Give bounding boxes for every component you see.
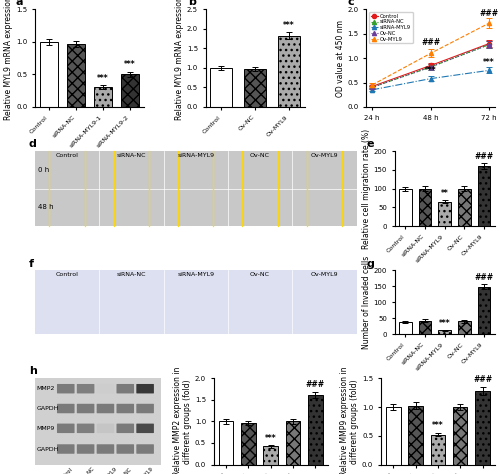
Bar	[278, 36, 300, 107]
Text: siRNA-MYL9: siRNA-MYL9	[177, 154, 214, 158]
Text: ***: ***	[265, 434, 276, 443]
Text: siRNA-NC: siRNA-NC	[116, 154, 146, 158]
Text: ***: ***	[283, 20, 295, 29]
Bar	[476, 391, 490, 465]
Text: ###: ###	[473, 375, 492, 384]
Text: **: **	[441, 189, 448, 198]
Bar	[418, 189, 432, 226]
Text: GAPDH: GAPDH	[36, 447, 59, 452]
Text: ###: ###	[421, 38, 440, 47]
Bar	[418, 321, 432, 334]
Bar	[286, 421, 300, 465]
Text: ***: ***	[425, 66, 436, 75]
Text: Ov-NC: Ov-NC	[250, 154, 270, 158]
Text: Control: Control	[56, 272, 78, 277]
Text: g: g	[366, 259, 374, 269]
Text: c: c	[347, 0, 354, 7]
Text: f: f	[28, 259, 34, 269]
FancyBboxPatch shape	[57, 404, 74, 413]
Text: d: d	[28, 139, 36, 149]
Bar	[453, 407, 468, 465]
FancyBboxPatch shape	[116, 424, 134, 433]
Text: Ov-MYL9: Ov-MYL9	[310, 154, 338, 158]
Bar	[67, 44, 84, 107]
Text: 0 h: 0 h	[38, 167, 50, 173]
Y-axis label: Relative MYL9 mRNA expression: Relative MYL9 mRNA expression	[4, 0, 14, 120]
Bar	[478, 166, 490, 226]
Text: b: b	[188, 0, 196, 7]
Text: 48 h: 48 h	[38, 204, 54, 210]
Bar	[244, 69, 266, 107]
Legend: Control, siRNA-NC, siRNA-MYL9, Ov-NC, Ov-MYL9: Control, siRNA-NC, siRNA-MYL9, Ov-NC, Ov…	[369, 12, 412, 44]
Bar	[308, 395, 322, 465]
Y-axis label: OD value at 450 nm: OD value at 450 nm	[336, 20, 344, 97]
Text: Ov-NC: Ov-NC	[250, 272, 270, 277]
Text: siRNA-MYL9: siRNA-MYL9	[177, 272, 214, 277]
Text: e: e	[366, 139, 374, 149]
FancyBboxPatch shape	[77, 444, 94, 454]
Y-axis label: Relative MYL9 mRNA expression: Relative MYL9 mRNA expression	[175, 0, 184, 120]
FancyBboxPatch shape	[77, 424, 94, 433]
Y-axis label: Relative MMP9 expression in
different groups (fold): Relative MMP9 expression in different gr…	[340, 367, 359, 474]
Y-axis label: Number of Invaded cells: Number of Invaded cells	[362, 255, 370, 349]
Text: ***: ***	[124, 60, 136, 69]
Text: ###: ###	[480, 9, 498, 18]
FancyBboxPatch shape	[136, 404, 154, 413]
FancyBboxPatch shape	[136, 444, 154, 454]
Text: GAPDH: GAPDH	[36, 406, 59, 411]
Bar	[40, 42, 58, 107]
Text: ###: ###	[474, 152, 494, 161]
Text: ***: ***	[484, 58, 495, 67]
Bar	[430, 435, 445, 465]
Text: Ov-MYL9: Ov-MYL9	[136, 466, 155, 474]
Y-axis label: Relative MMP2 expression in
different groups (fold): Relative MMP2 expression in different gr…	[172, 367, 192, 474]
Text: ***: ***	[439, 319, 450, 328]
Text: siRNA-MYL9: siRNA-MYL9	[92, 466, 118, 474]
FancyBboxPatch shape	[77, 404, 94, 413]
Bar	[399, 322, 412, 334]
Bar	[438, 330, 451, 334]
Text: Control: Control	[56, 154, 78, 158]
Y-axis label: Relative cell migration rate (%): Relative cell migration rate (%)	[362, 128, 370, 249]
FancyBboxPatch shape	[116, 404, 134, 413]
Bar	[438, 202, 451, 226]
Text: siRNA-NC: siRNA-NC	[116, 272, 146, 277]
Bar	[122, 74, 139, 107]
Bar	[458, 321, 471, 334]
Bar	[386, 407, 400, 465]
Bar	[94, 87, 112, 107]
FancyBboxPatch shape	[57, 424, 74, 433]
Bar	[478, 287, 490, 334]
Bar	[408, 406, 423, 465]
FancyBboxPatch shape	[57, 444, 74, 454]
Text: Ov-MYL9: Ov-MYL9	[310, 272, 338, 277]
FancyBboxPatch shape	[77, 384, 94, 393]
FancyBboxPatch shape	[96, 384, 114, 393]
Bar	[264, 447, 278, 465]
FancyBboxPatch shape	[96, 424, 114, 433]
Bar	[399, 189, 412, 226]
Text: MMP2: MMP2	[36, 386, 54, 391]
FancyBboxPatch shape	[116, 384, 134, 393]
Text: Control: Control	[58, 466, 74, 474]
FancyBboxPatch shape	[96, 404, 114, 413]
FancyBboxPatch shape	[116, 444, 134, 454]
Text: h: h	[28, 366, 36, 376]
Text: ***: ***	[97, 73, 109, 82]
FancyBboxPatch shape	[136, 384, 154, 393]
FancyBboxPatch shape	[57, 384, 74, 393]
Text: ###: ###	[306, 380, 325, 389]
FancyBboxPatch shape	[136, 424, 154, 433]
Text: siRNA-NC: siRNA-NC	[75, 466, 96, 474]
FancyBboxPatch shape	[96, 444, 114, 454]
Text: a: a	[16, 0, 23, 7]
Text: Ov-NC: Ov-NC	[118, 466, 133, 474]
Bar	[210, 68, 232, 107]
Text: MMP9: MMP9	[36, 426, 54, 431]
Text: ###: ###	[474, 273, 494, 283]
Text: ***: ***	[432, 421, 444, 430]
Bar	[241, 423, 256, 465]
Bar	[458, 189, 471, 226]
Bar	[219, 421, 234, 465]
